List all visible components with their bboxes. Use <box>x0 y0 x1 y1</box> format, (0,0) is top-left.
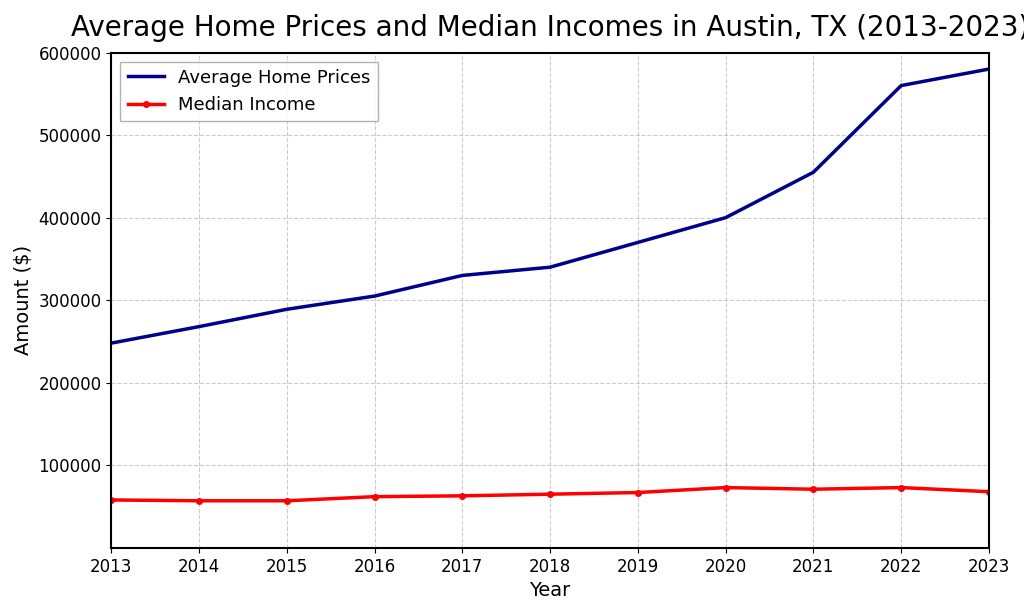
Median Income <box>193 497 205 505</box>
Average Home Prices <box>193 323 205 330</box>
Average Home Prices <box>807 169 819 176</box>
Average Home Prices <box>281 306 293 313</box>
Legend: Average Home Prices, Median Income: Average Home Prices, Median Income <box>120 61 378 121</box>
Median Income <box>105 496 118 503</box>
Median Income <box>632 489 644 496</box>
Median Income <box>807 486 819 493</box>
Median Income <box>544 491 556 498</box>
Average Home Prices <box>895 82 907 89</box>
Average Home Prices <box>105 340 118 347</box>
Line: Median Income: Median Income <box>109 485 991 503</box>
Line: Average Home Prices: Average Home Prices <box>112 69 989 343</box>
Median Income <box>369 493 381 500</box>
Average Home Prices <box>457 272 469 279</box>
Median Income <box>281 497 293 505</box>
X-axis label: Year: Year <box>529 581 570 600</box>
Median Income <box>895 484 907 491</box>
Median Income <box>720 484 732 491</box>
Average Home Prices <box>983 65 995 72</box>
Title: Average Home Prices and Median Incomes in Austin, TX (2013-2023): Average Home Prices and Median Incomes i… <box>71 14 1024 42</box>
Median Income <box>983 488 995 495</box>
Y-axis label: Amount ($): Amount ($) <box>14 245 33 356</box>
Average Home Prices <box>544 263 556 271</box>
Average Home Prices <box>369 292 381 300</box>
Average Home Prices <box>632 239 644 246</box>
Median Income <box>457 492 469 500</box>
Average Home Prices <box>720 214 732 221</box>
